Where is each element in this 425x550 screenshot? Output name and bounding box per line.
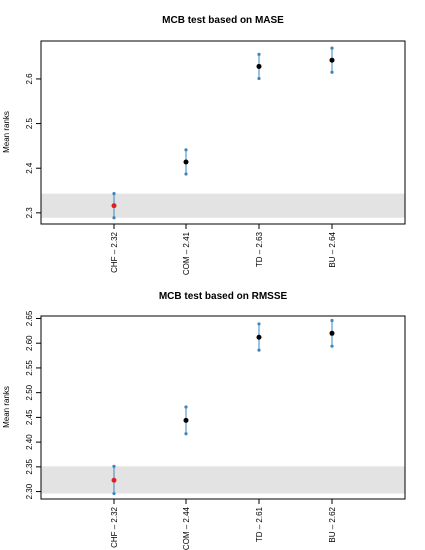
mean-rank-point [183, 159, 189, 165]
interval-upper-point [257, 322, 261, 326]
data-marks [111, 46, 335, 220]
interval-lower-point [112, 216, 116, 220]
y-tick-label: 2.3 [25, 207, 34, 219]
mean-rank-point [183, 417, 189, 423]
chart-title: MCB test based on RMSSE [159, 291, 288, 302]
y-axis: 2.3 2.4 2.5 2.6 [25, 73, 41, 219]
y-tick-label: 2.50 [25, 384, 34, 400]
interval-lower-point [112, 491, 116, 496]
y-tick-label: 2.4 [25, 162, 34, 174]
x-tick-label: COM – 2.41 [182, 231, 191, 275]
interval-upper-point [257, 52, 261, 56]
plot-frame [40, 315, 406, 500]
interval-lower-point [184, 432, 188, 436]
interval-upper-point [330, 46, 334, 50]
y-tick-label: 2.55 [25, 360, 34, 376]
interval-upper-point [112, 192, 116, 196]
y-tick-label: 2.40 [25, 434, 34, 450]
x-axis: CHF – 2.32 COM – 2.44 TD – 2.61 BU – 2.62 [110, 499, 337, 550]
chart-title: MCB test based on MASE [162, 15, 284, 26]
mean-rank-point [111, 203, 117, 209]
y-tick-label: 2.60 [25, 335, 34, 351]
x-tick-label: TD – 2.63 [255, 231, 264, 267]
x-axis: CHF – 2.32 COM – 2.41 TD – 2.63 BU – 2.64 [110, 224, 337, 275]
interval-upper-point [112, 464, 116, 468]
y-tick-label: 2.5 [25, 117, 34, 129]
x-tick-label: BU – 2.62 [328, 506, 337, 542]
mean-rank-point [329, 57, 335, 63]
best-interval-band [41, 193, 405, 218]
interval-lower-point [330, 70, 334, 74]
interval-upper-point [330, 318, 334, 323]
y-axis-label: Mean ranks [2, 111, 11, 153]
interval-upper-point [184, 148, 188, 152]
x-tick-label: TD – 2.61 [255, 506, 264, 542]
mean-rank-point [329, 330, 335, 336]
data-marks [111, 318, 335, 496]
mean-rank-point [256, 63, 262, 69]
x-tick-label: COM – 2.44 [182, 506, 191, 550]
y-tick-label: 2.6 [25, 73, 34, 85]
interval-lower-point [257, 76, 261, 81]
interval-lower-point [257, 348, 261, 352]
mcb-mase-panel: MCB test based on MASE Mean ranks 2.3 2.4… [2, 15, 406, 275]
interval-lower-point [330, 344, 334, 348]
y-tick-label: 2.45 [25, 409, 34, 425]
y-tick-label: 2.30 [25, 483, 34, 499]
x-tick-label: BU – 2.64 [328, 231, 337, 267]
interval-lower-point [184, 172, 188, 176]
x-tick-label: CHF – 2.32 [110, 506, 119, 547]
best-interval-band [41, 466, 405, 494]
x-tick-label: CHF – 2.32 [110, 231, 119, 272]
y-axis-label: Mean ranks [2, 386, 11, 428]
interval-upper-point [184, 405, 188, 409]
y-tick-label: 2.65 [25, 310, 34, 326]
plot-frame [40, 40, 406, 225]
y-tick-label: 2.35 [25, 459, 34, 475]
mean-rank-point [111, 477, 117, 483]
mean-rank-point [256, 334, 262, 340]
mcb-rmsse-panel: MCB test based on RMSSE Mean ranks 2.302… [2, 291, 406, 550]
y-axis: 2.30 2.35 2.40 2.45 2.50 2.55 2.60 2.65 [25, 310, 41, 499]
